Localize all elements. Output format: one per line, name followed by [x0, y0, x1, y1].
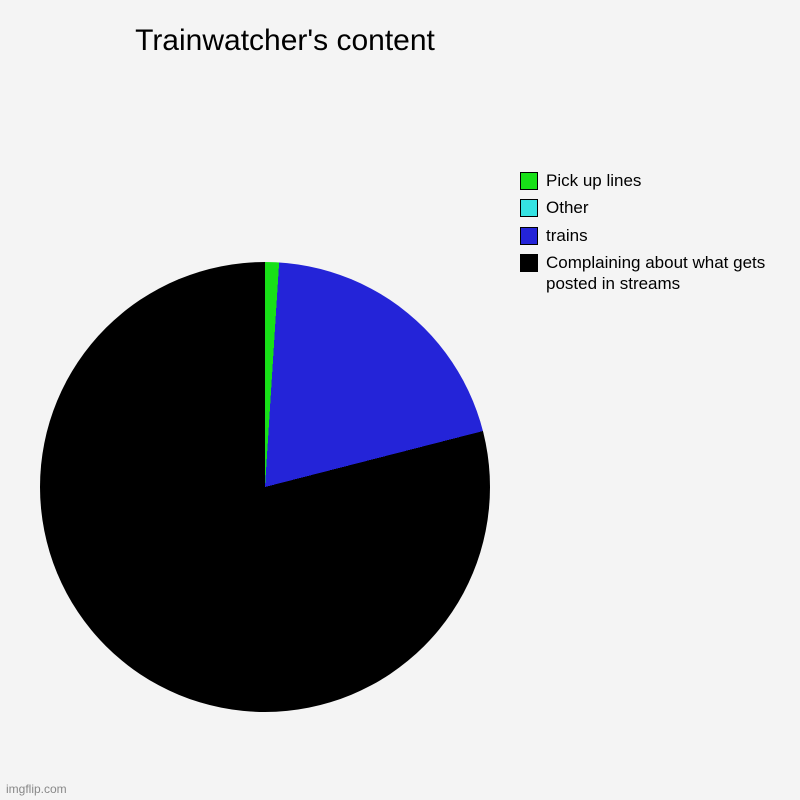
legend-item: trains [520, 225, 780, 246]
legend-swatch [520, 254, 538, 272]
watermark: imgflip.com [6, 782, 67, 796]
chart-title: Trainwatcher's content [0, 24, 570, 58]
chart-canvas: Trainwatcher's content Pick up lines Othe… [0, 0, 800, 800]
legend-swatch [520, 199, 538, 217]
legend-swatch [520, 227, 538, 245]
legend-item: Other [520, 197, 780, 218]
legend-label: trains [546, 225, 780, 246]
legend-label: Pick up lines [546, 170, 780, 191]
legend-label: Complaining about what gets posted in st… [546, 252, 780, 295]
legend-item: Pick up lines [520, 170, 780, 191]
legend-swatch [520, 172, 538, 190]
pie-circle [40, 262, 490, 712]
legend-label: Other [546, 197, 780, 218]
legend-item: Complaining about what gets posted in st… [520, 252, 780, 295]
legend: Pick up lines Other trains Complaining abou… [520, 170, 780, 300]
pie-chart [40, 262, 490, 712]
